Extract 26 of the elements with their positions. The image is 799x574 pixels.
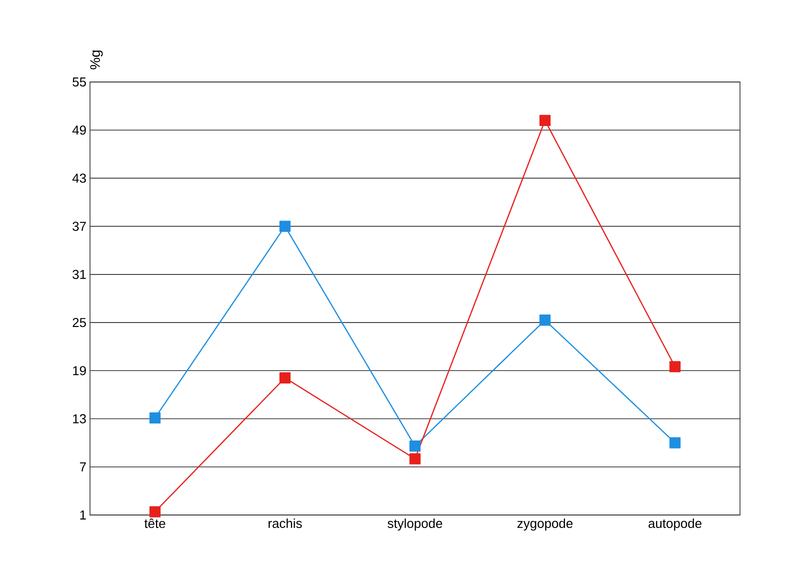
x-tick-label: stylopode [388, 518, 442, 531]
x-tick-label: rachis [268, 518, 302, 528]
point [279, 372, 291, 384]
y-tick-label: 31 [72, 270, 86, 280]
x-tick-label: zygopode [517, 518, 573, 531]
y-tick-label: 25 [72, 318, 86, 328]
y-tick-label: 37 [72, 222, 86, 231]
point [149, 506, 161, 518]
point [149, 412, 161, 424]
point [669, 361, 681, 372]
point [539, 314, 551, 326]
y-tick-label: 55 [72, 77, 86, 86]
point [409, 453, 421, 464]
x-tick-label: autopode [648, 518, 702, 531]
point [409, 440, 421, 452]
point [539, 114, 551, 126]
x-tick-label: tête [144, 518, 166, 528]
y-axis-title: %g [90, 50, 103, 70]
y-tick-label: 49 [72, 126, 86, 135]
y-tick-label: 13 [73, 414, 86, 424]
point [279, 220, 291, 232]
y-tick-label: 7 [80, 462, 86, 472]
y-tick-label: 1 [80, 510, 86, 520]
y-tick-label: 43 [72, 174, 86, 183]
point [669, 437, 681, 448]
y-tick-label: 19 [73, 366, 86, 376]
